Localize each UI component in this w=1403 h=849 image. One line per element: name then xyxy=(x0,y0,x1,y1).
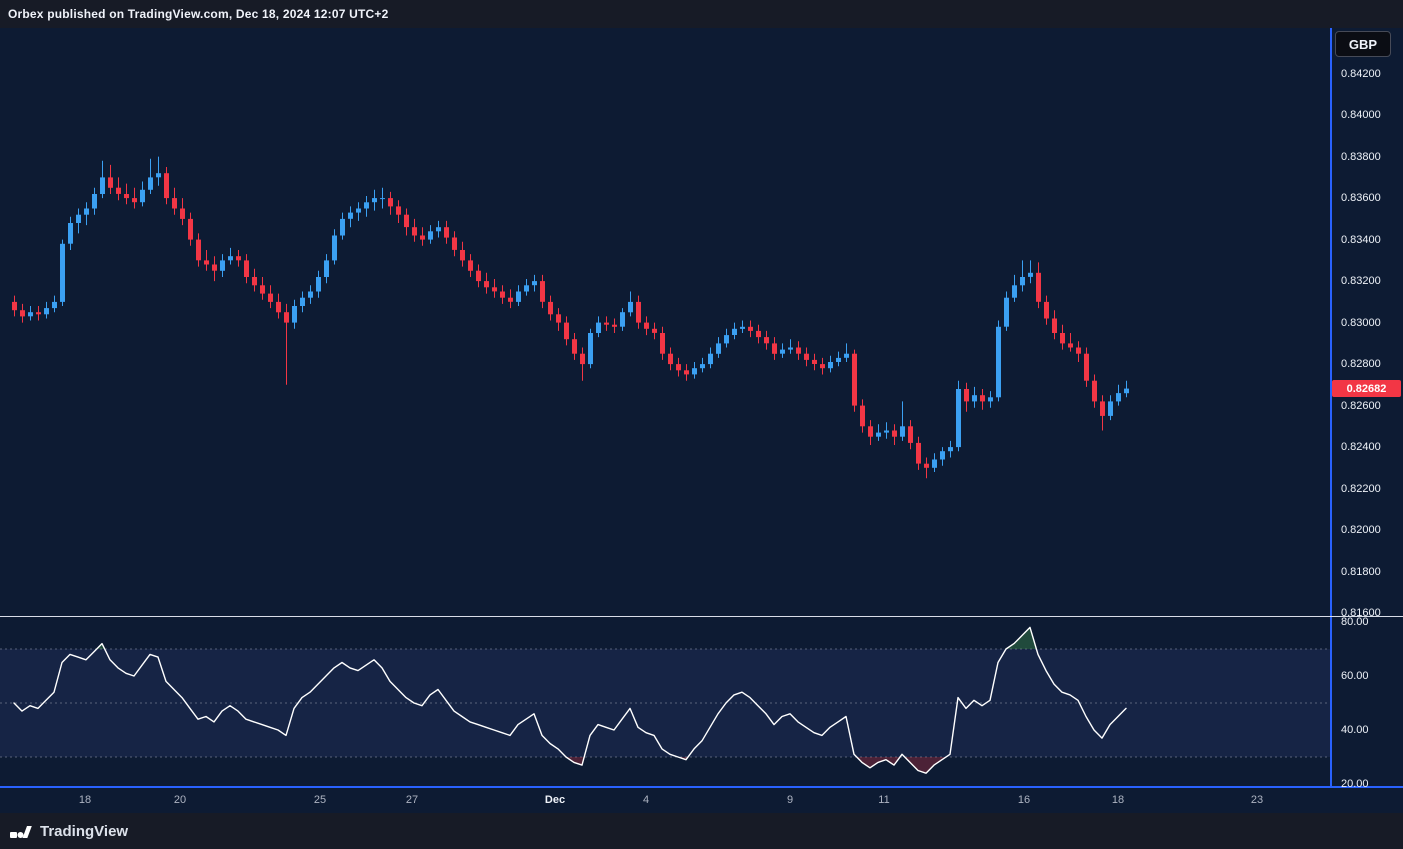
rsi-tick-label: 60.00 xyxy=(1341,670,1369,682)
rsi-pane[interactable] xyxy=(0,617,1331,786)
time-tick-label: 11 xyxy=(878,794,890,806)
time-tick-label: 4 xyxy=(642,794,650,806)
footer-bar: TradingView xyxy=(0,813,1403,849)
last-price-value: 0.82682 xyxy=(1346,382,1387,395)
price-tick-label: 0.84000 xyxy=(1341,109,1381,122)
time-tick-label: 16 xyxy=(1017,794,1031,806)
symbol-badge-label: GBP xyxy=(1348,36,1378,52)
price-tick-label: 0.81800 xyxy=(1341,565,1381,578)
price-tick-label: 0.82200 xyxy=(1341,482,1381,495)
price-axis-border-line xyxy=(1330,28,1332,788)
header-bar: Orbex published on TradingView.com, Dec … xyxy=(0,0,1403,28)
time-axis-border-line xyxy=(0,786,1403,788)
price-tick-label: 0.82800 xyxy=(1341,358,1381,371)
time-tick-label: 20 xyxy=(173,794,187,806)
price-tick-label: 0.84200 xyxy=(1341,67,1381,80)
tradingview-brand[interactable]: TradingView xyxy=(40,822,129,840)
time-tick-label: 18 xyxy=(78,794,92,806)
price-tick-label: 0.82600 xyxy=(1341,399,1381,412)
rsi-tick-label: 80.00 xyxy=(1341,616,1369,628)
price-tick-label: 0.83600 xyxy=(1341,192,1381,205)
candlestick-series[interactable] xyxy=(12,156,1129,479)
rsi-line xyxy=(13,626,1127,774)
price-tick-label: 0.81600 xyxy=(1341,607,1381,620)
price-pane[interactable] xyxy=(0,28,1331,617)
rsi-tick-label: 40.00 xyxy=(1341,724,1369,736)
publication-title: Orbex published on TradingView.com, Dec … xyxy=(8,7,389,21)
time-tick-label: 18 xyxy=(1111,794,1125,806)
time-tick-label: 9 xyxy=(786,794,794,806)
price-tick-label: 0.83200 xyxy=(1341,275,1381,288)
time-tick-label: 27 xyxy=(405,794,419,806)
price-tick-label: 0.83800 xyxy=(1341,150,1381,163)
price-axis[interactable]: GBP 0.82682 0.84200 0.84000 0.83800 0.83600… xyxy=(1332,28,1403,790)
rsi-overbought-fill xyxy=(14,627,1126,649)
time-tick-label: 25 xyxy=(313,794,327,806)
chart-area[interactable]: 18 20 25 27 Dec 4 9 11 16 18 23 GBP 0.82682 0.8420… xyxy=(0,28,1403,813)
tradingview-logo-icon[interactable] xyxy=(10,823,32,839)
time-axis[interactable]: 18 20 25 27 Dec 4 9 11 16 18 23 xyxy=(0,788,1403,813)
pane-separator[interactable] xyxy=(0,615,1403,617)
symbol-badge: GBP xyxy=(1335,31,1391,57)
price-tick-label: 0.83000 xyxy=(1341,316,1381,329)
price-tick-label: 0.82400 xyxy=(1341,441,1381,454)
rsi-tick-label: 20.00 xyxy=(1341,778,1369,790)
time-tick-label: 23 xyxy=(1250,794,1264,806)
price-tick-label: 0.82000 xyxy=(1341,524,1381,537)
time-tick-label: Dec xyxy=(544,794,566,806)
last-price-badge: 0.82682 xyxy=(1332,380,1401,398)
price-tick-label: 0.83400 xyxy=(1341,233,1381,246)
